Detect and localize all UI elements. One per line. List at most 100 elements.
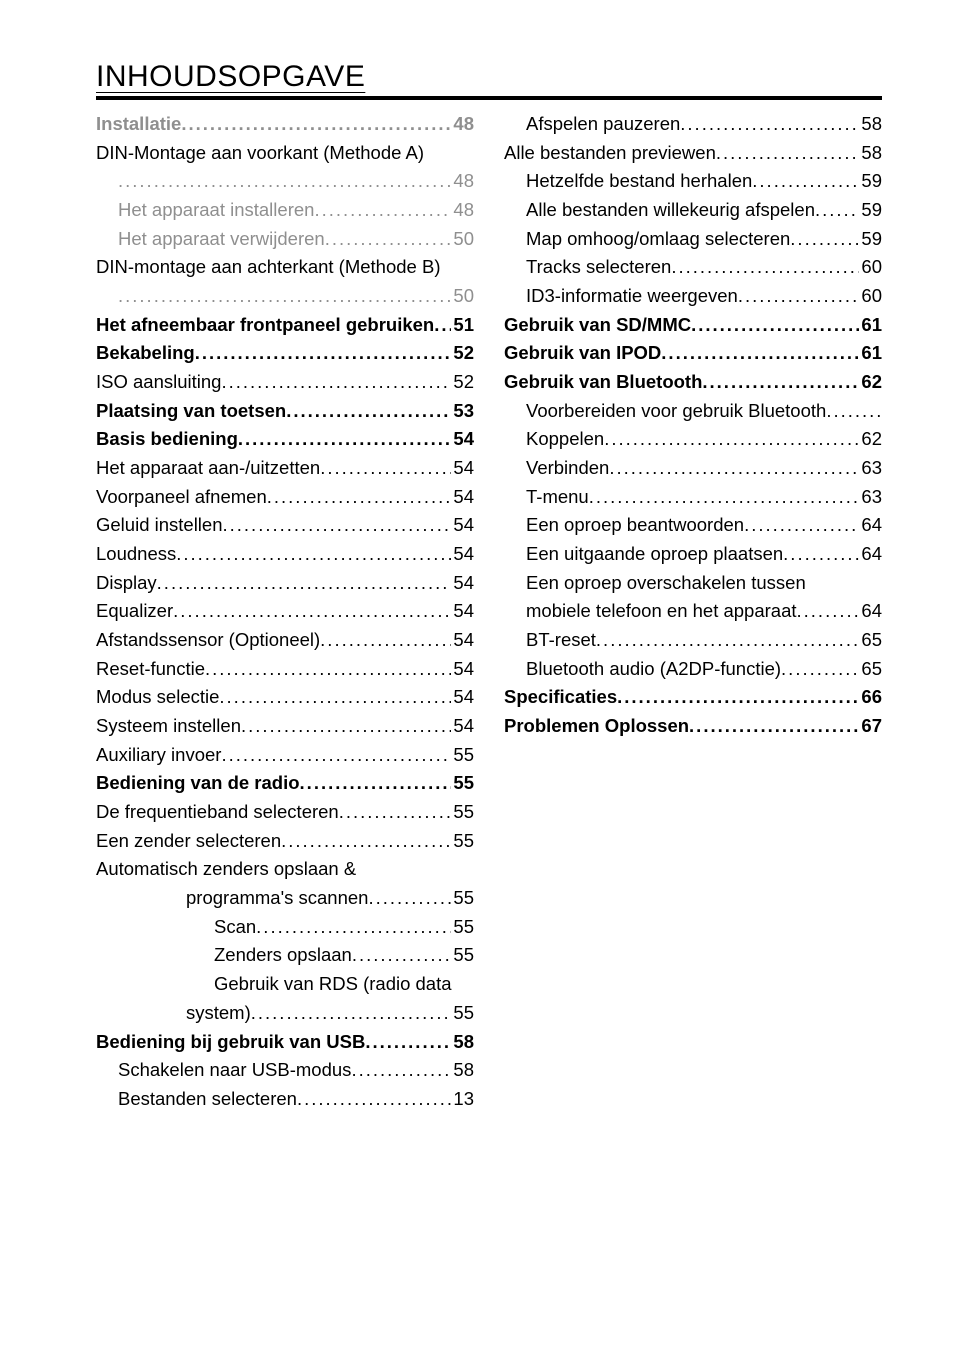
toc-page-number: 48: [451, 167, 474, 196]
page: INHOUDSOPGAVE Installatie 48 DIN-Montage a…: [0, 0, 954, 1154]
page-title: INHOUDSOPGAVE: [96, 60, 882, 100]
toc-label: Het apparaat installeren: [118, 196, 314, 225]
toc-entry: Een oproep overschakelen tussen: [504, 569, 882, 598]
toc-page-number: 55: [451, 798, 474, 827]
toc-leader-dots: [797, 597, 860, 626]
toc-entry: Specificaties66: [504, 683, 882, 712]
toc-entry: Het apparaat aan-/uitzetten54: [96, 454, 474, 483]
toc-leader-dots: [223, 511, 452, 540]
toc-leader-dots: [680, 110, 859, 139]
toc-page-number: 63: [859, 483, 882, 512]
toc-label: Modus selectie: [96, 683, 219, 712]
toc-page-number: 58: [451, 1056, 474, 1085]
toc-page-number: 54: [451, 511, 474, 540]
toc-leader-dots: [297, 1085, 451, 1114]
toc-entry: Problemen Oplossen67: [504, 712, 882, 741]
toc-leader-dots: [320, 454, 451, 483]
columns: Installatie 48 DIN-Montage aan voorkant (M…: [96, 110, 882, 1114]
toc-label: Voorbereiden voor gebruik Bluetooth: [526, 397, 826, 426]
toc-entry: Het apparaat installeren 48: [96, 196, 474, 225]
toc-label: Koppelen: [526, 425, 604, 454]
toc-label: Plaatsing van toetsen: [96, 397, 286, 426]
toc-leader-dots: [368, 884, 451, 913]
toc-label: Het afneembaar frontpaneel gebruiken: [96, 311, 434, 340]
toc-leader-dots: [617, 683, 859, 712]
toc-leader-dots: [241, 712, 451, 741]
toc-entry: Voorpaneel afnemen54: [96, 483, 474, 512]
toc-label: Schakelen naar USB-modus: [118, 1056, 351, 1085]
toc-entry: Geluid instellen 54: [96, 511, 474, 540]
toc-leader-dots: [256, 913, 451, 942]
toc-entry: programma's scannen55: [96, 884, 474, 913]
toc-leader-dots: [702, 368, 859, 397]
toc-label: Geluid instellen: [96, 511, 223, 540]
toc-leader-dots: [604, 425, 859, 454]
toc-entry: Bekabeling52: [96, 339, 474, 368]
toc-page-number: 58: [859, 139, 882, 168]
toc-leader-dots: [596, 626, 860, 655]
toc-leader-dots: [157, 569, 452, 598]
toc-leader-dots: [671, 253, 859, 282]
toc-page-number: 55: [451, 913, 474, 942]
toc-label: DIN-Montage aan voorkant (Methode A): [96, 139, 424, 168]
toc-page-number: 55: [451, 741, 474, 770]
toc-leader-dots: [689, 712, 859, 741]
toc-leader-dots: [781, 655, 859, 684]
toc-page-number: 65: [859, 626, 882, 655]
toc-leader-dots: [716, 139, 860, 168]
toc-entry: Modus selectie54: [96, 683, 474, 712]
toc-leader-dots: [181, 110, 451, 139]
toc-leader-dots: .: [826, 397, 882, 426]
toc-page-number: 62: [859, 425, 882, 454]
toc-entry: Het apparaat verwijderen50: [96, 225, 474, 254]
toc-page-number: 54: [451, 597, 474, 626]
toc-page-number: 55: [451, 827, 474, 856]
toc-entry: Basis bediening54: [96, 425, 474, 454]
toc-entry: Loudness54: [96, 540, 474, 569]
toc-leader-dots: [790, 225, 859, 254]
toc-leader-dots: [118, 167, 451, 196]
toc-label: Het apparaat aan-/uitzetten: [96, 454, 320, 483]
toc-entry: Equalizer54: [96, 597, 474, 626]
toc-label: Zenders opslaan: [214, 941, 352, 970]
toc-page-number: 52: [451, 368, 474, 397]
toc-page-number: 60: [859, 282, 882, 311]
toc-leader-dots: [221, 368, 451, 397]
toc-entry: Afstandssensor (Optioneel)54: [96, 626, 474, 655]
toc-entry: Verbinden63: [504, 454, 882, 483]
toc-leader-dots: [281, 827, 451, 856]
toc-entry: Gebruik van RDS (radio data: [96, 970, 474, 999]
toc-label: mobiele telefoon en het apparaat: [526, 597, 797, 626]
toc-label: Auxiliary invoer: [96, 741, 221, 770]
toc-page-number: 48: [451, 196, 474, 225]
toc-entry: Zenders opslaan55: [96, 941, 474, 970]
toc-entry: Schakelen naar USB-modus 58: [96, 1056, 474, 1085]
toc-entry: Auxiliary invoer 55: [96, 741, 474, 770]
toc-label: Afstandssensor (Optioneel): [96, 626, 320, 655]
toc-leader-dots: [195, 339, 452, 368]
toc-label: programma's scannen: [186, 884, 368, 913]
toc-entry: T-menu63: [504, 483, 882, 512]
toc-page-number: 58: [451, 1028, 474, 1057]
toc-page-number: 55: [451, 769, 474, 798]
toc-entry: ID3-informatie weergeven60: [504, 282, 882, 311]
toc-label: Bestanden selecteren: [118, 1085, 297, 1114]
toc-leader-dots: [314, 196, 451, 225]
toc-label: Display: [96, 569, 157, 598]
toc-entry: Een zender selecteren55: [96, 827, 474, 856]
toc-entry: Installatie 48: [96, 110, 474, 139]
toc-entry: Automatisch zenders opslaan &: [96, 855, 474, 884]
toc-label: Een uitgaande oproep plaatsen: [526, 540, 783, 569]
toc-label: Een oproep beantwoorden: [526, 511, 744, 540]
toc-label: Installatie: [96, 110, 181, 139]
toc-page-number: 50: [451, 282, 474, 311]
toc-label: Hetzelfde bestand herhalen: [526, 167, 752, 196]
toc-label: Verbinden: [526, 454, 609, 483]
toc-page-number: 58: [859, 110, 882, 139]
toc-page-number: 48: [451, 110, 474, 139]
toc-page-number: 64: [859, 597, 882, 626]
toc-label: Gebruik van Bluetooth: [504, 368, 702, 397]
toc-label: Specificaties: [504, 683, 617, 712]
toc-entry: Bediening van de radio55: [96, 769, 474, 798]
toc-page-number: 64: [859, 511, 882, 540]
